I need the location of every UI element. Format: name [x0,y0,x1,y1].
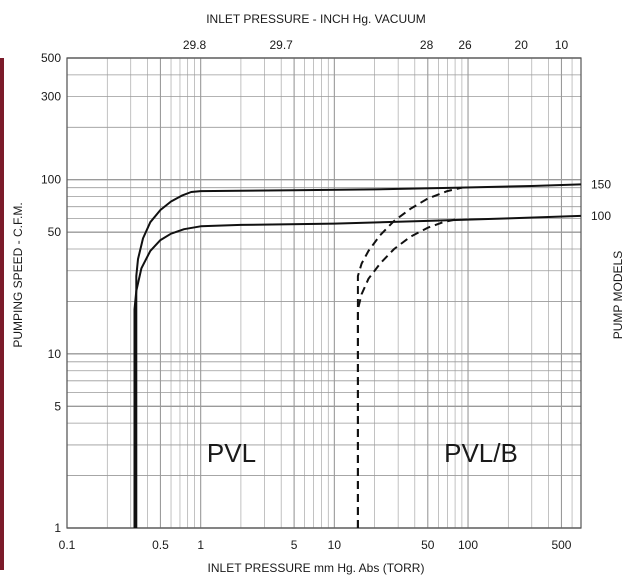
text-labels: INLET PRESSURE - INCH Hg. VACUUM INLET P… [11,12,625,575]
x-tick-label: 10 [328,538,342,552]
tick-labels: 0.1 0.5 1 5 10 50 100 500 1 5 10 50 100 300 500 29.8 29.… [41,38,572,552]
region-label: PVL/B [444,438,518,468]
grid-lines [66,57,582,529]
x-tick-label: 5 [291,538,298,552]
top-tick-label: 20 [515,38,529,52]
top-tick-label: 29.8 [183,38,207,52]
y-axis-title: PUMPING SPEED - C.F.M. [11,202,25,347]
top-axis-title: INLET PRESSURE - INCH Hg. VACUUM [206,12,426,26]
series-label-150: 150 [591,177,611,191]
region-label: PVL [207,438,256,468]
top-tick-label: 26 [458,38,472,52]
side-accent-bar [0,58,4,570]
y-tick-label: 10 [48,347,62,361]
y-tick-label: 500 [41,51,61,65]
series-line-pvl-b-150 [356,186,463,528]
y-tick-label: 5 [54,399,61,413]
plot-frame [66,57,582,529]
y-tick-label: 300 [41,90,61,104]
y-tick-label: 50 [48,225,62,239]
x-tick-label: 1 [197,538,204,552]
top-tick-label: 28 [420,38,434,52]
top-tick-label: 29.7 [269,38,293,52]
series-line-pvl-150 [135,183,582,528]
pump-models-label: PUMP MODELS [611,251,625,339]
y-tick-label: 1 [54,521,61,535]
x-tick-label: 50 [421,538,435,552]
series-layer: 150 100 PVL PVL/B [133,177,611,528]
x-tick-label: 0.5 [152,538,169,552]
x-tick-label: 0.1 [59,538,76,552]
series-line-pvl-100 [133,214,582,528]
x-axis-title: INLET PRESSURE mm Hg. Abs (TORR) [208,561,425,575]
top-tick-label: 10 [555,38,569,52]
y-tick-label: 100 [41,173,61,187]
x-tick-label: 100 [458,538,478,552]
series-line-pvl-b-100 [356,218,456,528]
x-tick-label: 500 [551,538,571,552]
series-label-100: 100 [591,209,611,223]
